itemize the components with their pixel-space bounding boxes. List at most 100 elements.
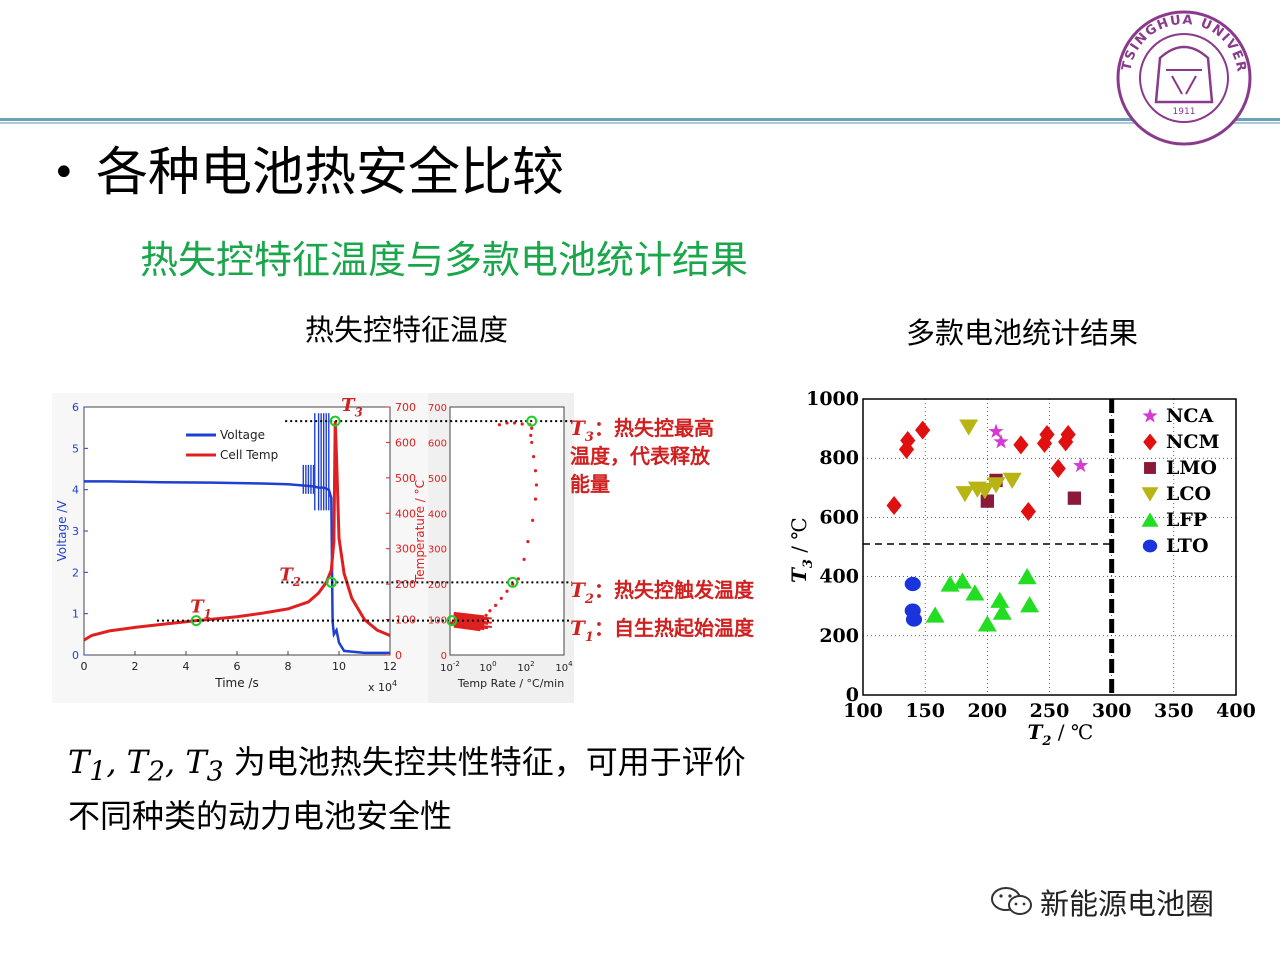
y-tick-label: 800 [819,447,859,469]
inset-dense-cluster [453,615,489,621]
annotation-t2-symbol: T2 [570,578,594,607]
annotation-t1-text: ：自生热起始温度 [594,616,755,640]
x-tick-label: 0 [81,660,88,673]
annotation-t3-line2: 温度，代表释放 [570,444,711,468]
marker-circle [190,615,202,627]
inset-data-point [531,518,535,522]
legend-marker-ncm [1143,433,1157,451]
inset-data-point [505,589,509,593]
inset-marker-circle [526,415,538,427]
y-left-tick-label: 0 [72,649,79,662]
x-tick-label: 100 [843,700,883,722]
data-point-lco [986,477,1006,494]
inset-data-point [534,483,539,487]
x-tick-label: 150 [905,700,945,722]
legend-voltage-label: Voltage [220,428,265,442]
slide-subtitle: 热失控特征温度与多款电池统计结果 [140,238,749,282]
annotation-t3-line3: 能量 [570,472,610,496]
inset-data-point [532,455,536,459]
inset-x-axis-label: Temp Rate / °C/min [457,677,564,690]
data-point-lfp [977,615,997,632]
conclusion-line-2: 不同种类的动力电池安全性 [68,797,453,836]
data-point-lmo [980,494,994,508]
marker-label-t3: T3 [341,395,363,419]
x-tick-label: 250 [1030,700,1070,722]
legend-marker-lco [1141,487,1159,502]
inset-data-point [516,577,520,581]
data-point-lfp [990,591,1010,608]
inset-y-tick-label: 0 [441,651,447,662]
inset-data-point [526,540,530,544]
bullet-icon: • [52,150,76,196]
inset-data-point [484,613,488,617]
y-right-tick-label: 0 [395,649,402,662]
x-tick-label: 200 [967,700,1007,722]
title-text: 各种电池热安全比较 [96,143,565,203]
data-point-lfp [952,572,972,589]
conclusion-text: T1, T2, T3 为电池热失控共性特征，可用于评价 不同种类的动力电池安全性 [68,740,746,838]
y-tick-label: 200 [819,625,859,647]
x-tick-label: 12 [383,660,397,673]
watermark: 新能源电池圈 [990,884,1214,927]
inset-dense-cluster [453,620,485,626]
x-tick-label: 4 [183,660,190,673]
y-left-tick-label: 3 [72,525,79,538]
university-seal-logo: TSINGHUA UNIVERSITY 1911 [1110,0,1252,146]
inset-data-point [497,423,501,427]
annotation-t3-line1: ：热失控最高 [594,416,714,440]
battery-statistics-figure: 100 150 200 250 300 350 400 0 200 400 600 800 1000 T2… [780,380,1260,750]
data-point-lto [904,576,921,592]
marker-circle [325,576,337,588]
inset-marker-circle [446,615,458,627]
inset-data-point [529,433,533,437]
header-rule-secondary [0,122,1280,124]
data-point-ncm [898,439,915,459]
x-tick-label: 8 [285,660,292,673]
data-point-ncm [900,430,916,450]
marker-label-t2: T2 [279,564,301,588]
y-left-tick-label: 6 [72,401,79,414]
inset-dense-cluster [453,612,481,619]
y-right-tick-label: 200 [395,578,416,591]
inset-data-point [533,469,538,473]
inset-dense-cluster [453,623,489,630]
watermark-text: 新能源电池圈 [1040,887,1215,921]
data-point-lfp [965,584,985,601]
separator: , [106,743,127,781]
conclusion-line-1-text: 为电池热失控共性特征，可用于评价 [233,743,746,781]
legend-label-lto: LTO [1166,535,1209,557]
legend-marker-lmo [1144,462,1156,474]
legend-label-nca: NCA [1166,405,1213,427]
x-tick-label: 6 [234,660,241,673]
inset-data-point [520,422,524,426]
inset-y-tick-label: 500 [428,474,447,485]
data-point-ncm [1036,433,1053,453]
inset-dense-cluster [453,625,481,632]
data-point-ncm [1039,425,1055,445]
y-right-tick-label: 700 [395,401,416,414]
inset-data-point [530,426,534,430]
annotation-t2-text: ：热失控触发温度 [594,578,755,602]
data-point-lco [975,483,995,500]
inset-y-tick-label: 400 [428,509,447,520]
legend-marker-lfp [1141,512,1159,527]
data-point-nca [988,423,1004,438]
data-point-lfp [925,606,945,623]
wechat-icon [990,885,1034,927]
marker-label-t1: T1 [190,597,212,621]
symbol-t3: T3 [185,743,224,788]
inset-data-point [522,557,526,561]
inset-data-point [488,609,492,613]
inset-dense-cluster [453,611,485,618]
thermal-runaway-figure: 0 2 4 6 8 10 12 0 1 2 3 4 5 6 0 100 200 300 400 500 600 700 Ti… [52,393,592,703]
header-rule [0,118,1280,121]
x-tick-label: 400 [1216,700,1256,722]
annotation-t3-symbol: T3 [570,416,594,445]
legend-marker-nca [1142,408,1158,423]
data-point-lto [905,612,923,627]
y-right-tick-label: 600 [395,436,416,449]
inset-y-tick-label: 300 [428,545,447,556]
symbol-t1: T1 [68,743,107,788]
y-right-axis-label: Temperature / °C [413,480,427,583]
